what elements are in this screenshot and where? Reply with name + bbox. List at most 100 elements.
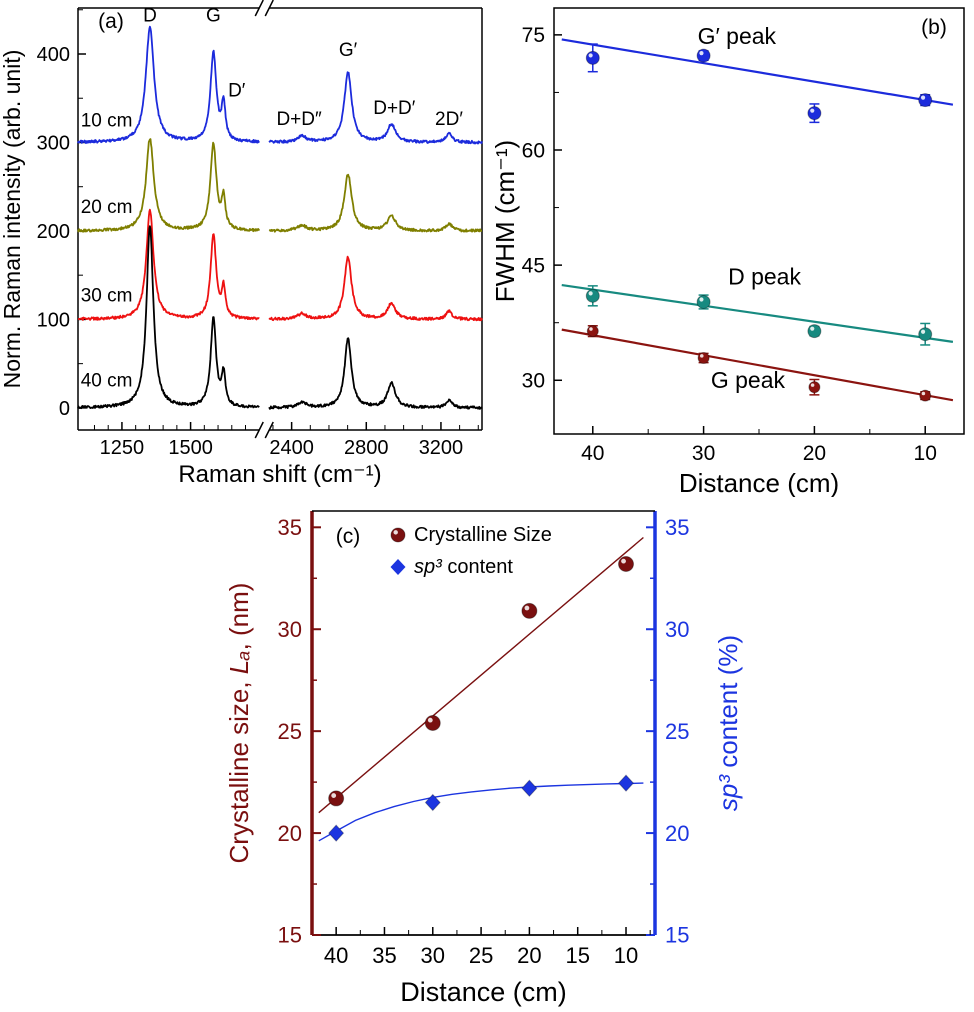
y-right-tick-label: 15: [665, 923, 689, 948]
y-left-tick-label: 30: [278, 617, 302, 642]
sp3-content-point: [521, 779, 538, 797]
axis-break-mark: [254, 0, 264, 17]
x-tick-label: 20: [803, 442, 826, 465]
y-left-tick-label: 15: [278, 923, 302, 948]
x-tick-label: 30: [421, 943, 445, 968]
y-right-tick-label: 30: [665, 617, 689, 642]
spectrum-10cm: [77, 25, 483, 145]
series-label: G peak: [711, 367, 786, 393]
data-point-highlight: [920, 329, 926, 334]
x-tick-label: 15: [565, 943, 589, 968]
crystalline-size-point-highlight: [524, 605, 530, 611]
data-point: [697, 352, 710, 365]
panel-b-fwhm-chart: 30 45 60 75 40 30 20 10 G′ peak D peak G peak Dista…: [490, 7, 965, 497]
y-right-tick-label: 20: [665, 821, 689, 846]
peak-annotation: D: [143, 5, 157, 26]
y-tick-label: 45: [522, 254, 545, 277]
panel-label: (b): [921, 16, 947, 39]
series-label: 40 cm: [81, 371, 133, 392]
series-label: D peak: [728, 263, 801, 289]
x-axis-title: Distance (cm): [400, 977, 567, 1007]
data-point: [585, 50, 600, 65]
data-point-highlight: [699, 297, 704, 302]
fit-line: [561, 38, 954, 106]
data-point-highlight: [699, 51, 704, 56]
data-point: [586, 325, 599, 338]
series-label: G′ peak: [698, 23, 777, 49]
x-tick-label: 10: [914, 442, 937, 465]
data-point: [807, 324, 822, 339]
data-point: [919, 389, 932, 402]
x-tick-label: 1500: [168, 437, 213, 459]
axis-break-mark: [264, 0, 274, 17]
legend-label: sp³ content: [414, 556, 513, 578]
x-tick-label: 40: [581, 442, 604, 465]
y-tick-label: 300: [37, 132, 70, 154]
peak-annotation: G′: [339, 40, 358, 61]
data-point: [585, 288, 600, 303]
data-point-highlight: [920, 95, 926, 100]
legend-marker-circle: [390, 527, 406, 543]
data-point-highlight: [810, 108, 815, 113]
y-axis-title: Norm. Raman intensity (arb. unit): [0, 50, 25, 389]
crystalline-size-point: [328, 790, 345, 807]
spectrum-20cm: [77, 138, 483, 233]
data-point: [808, 381, 821, 394]
spectrum-40cm: [77, 225, 483, 410]
series-label: 20 cm: [81, 197, 133, 218]
data-point-highlight: [810, 326, 815, 331]
x-tick-label: 25: [469, 943, 493, 968]
y-tick-label: 75: [522, 24, 545, 47]
series-label: 10 cm: [81, 111, 133, 132]
crystalline-size-point-highlight: [331, 793, 337, 798]
x-tick-label: 2400: [269, 437, 314, 459]
data-point-highlight: [589, 327, 593, 331]
data-point-highlight: [588, 291, 593, 296]
y-left-tick-label: 20: [278, 821, 302, 846]
sp3-content-point: [328, 824, 345, 842]
y-tick-label: 400: [37, 44, 70, 66]
panel-c-crystalline-size-chart: 15 20 25 30 35 15 20 25 30 35 40 35 30 25 20 15 10 Crysta…: [224, 510, 743, 1007]
data-point: [696, 48, 711, 63]
panel-label: (a): [98, 10, 124, 33]
data-point-highlight: [700, 354, 704, 358]
crystalline-size-point: [521, 602, 538, 619]
axis-break-mark: [254, 421, 264, 439]
sp3-content-point: [424, 793, 441, 812]
x-tick-label: 3200: [419, 437, 464, 459]
data-point: [918, 327, 933, 342]
crystalline-size-point-highlight: [621, 558, 626, 564]
axis-break-mark: [264, 421, 274, 439]
x-tick-label: 1250: [100, 437, 145, 459]
peak-annotation: G: [206, 5, 221, 26]
x-tick-label: 35: [372, 943, 396, 968]
x-axis-title: Raman shift (cm⁻¹): [178, 461, 381, 488]
spectrum-30cm: [77, 208, 483, 322]
series-label: 30 cm: [81, 286, 133, 307]
data-point: [807, 106, 822, 121]
data-point: [696, 294, 711, 309]
x-tick-label: 10: [614, 943, 638, 968]
peak-annotation: D+D″: [276, 109, 322, 130]
y-right-axis-title: sp³ content (%): [713, 635, 743, 811]
x-axis-title: Distance (cm): [679, 468, 839, 497]
crystalline-size-point-highlight: [427, 717, 433, 723]
x-tick-label: 30: [692, 442, 715, 465]
y-tick-label: 200: [37, 221, 70, 243]
sp3-content-point: [617, 774, 635, 792]
x-tick-label: 2800: [344, 437, 389, 459]
y-right-tick-label: 35: [665, 515, 689, 540]
peak-annotation: 2D′: [435, 109, 463, 130]
crystalline-size-point: [618, 556, 635, 572]
data-point-highlight: [810, 383, 815, 387]
panel-label: (c): [336, 525, 361, 548]
sp3-fit-curve: [318, 782, 644, 842]
y-axis-title: FWHM (cm⁻¹): [490, 140, 520, 302]
panel-a-raman-spectra-chart: 0 100 200 300 400 1250 1500 2400 2800 3200 10 cm 20…: [0, 0, 483, 488]
data-point-highlight: [588, 53, 593, 58]
crystalline-size-point: [424, 715, 441, 731]
y-tick-label: 100: [37, 309, 70, 331]
peak-annotation: D+D′: [373, 98, 416, 119]
fit-line: [561, 328, 954, 402]
